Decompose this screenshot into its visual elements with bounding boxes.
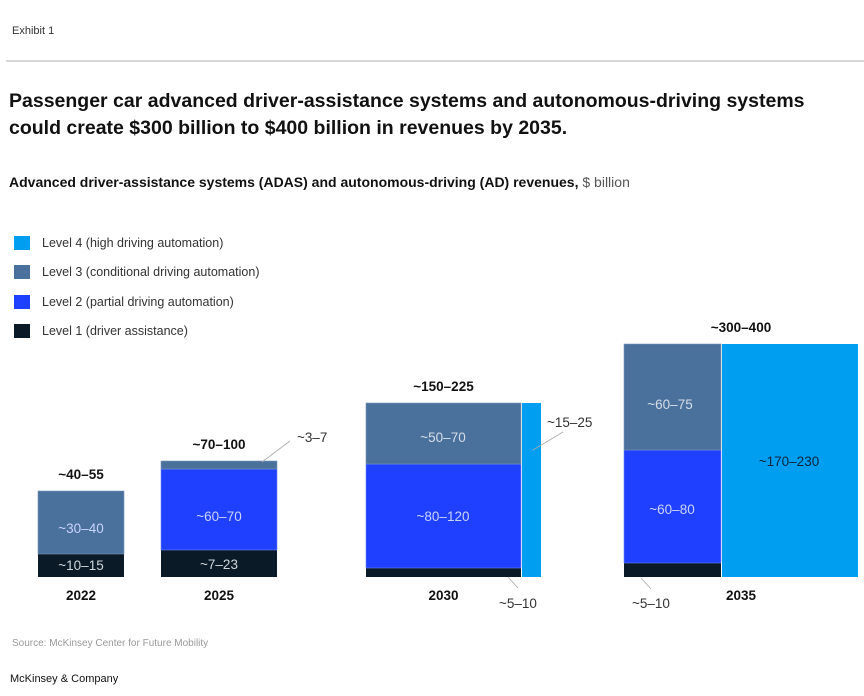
total-label: ~150–225 [413, 379, 474, 394]
legend-item-level3: Level 3 (conditional driving automation) [14, 258, 260, 288]
legend-item-level1: Level 1 (driver assistance) [14, 317, 260, 347]
total-label: ~300–400 [711, 320, 771, 335]
bar-segment-level2 [160, 468, 278, 551]
segment-label: ~3–7 [297, 430, 327, 445]
total-label: ~70–100 [193, 437, 246, 452]
segment-label: ~60–80 [649, 502, 694, 517]
exhibit-label: Exhibit 1 [12, 25, 55, 37]
category-label: 2030 [428, 588, 458, 603]
brand-logo: McKinsey & Company [10, 673, 119, 685]
segment-label: ~60–75 [647, 397, 692, 412]
segment-label: ~170–230 [759, 454, 819, 469]
total-label: ~40–55 [58, 467, 104, 482]
leader-line [532, 431, 564, 451]
bar-segment-level1 [366, 568, 521, 577]
category-label: 2025 [204, 588, 235, 603]
legend-swatch-level3 [14, 265, 30, 280]
segment-label: ~80–120 [417, 509, 470, 524]
chart-subtitle: Advanced driver-assistance systems (ADAS… [9, 174, 630, 190]
category-label: 2022 [66, 588, 96, 603]
segment-label: ~50–70 [420, 430, 465, 445]
legend-label: Level 2 (partial driving automation) [42, 294, 234, 309]
legend-swatch-level2 [14, 294, 30, 309]
legend-label: Level 3 (conditional driving automation) [42, 265, 260, 280]
leader-line [261, 440, 291, 463]
segment-label: ~5–10 [632, 596, 670, 611]
subtitle-text: Advanced driver-assistance systems (ADAS… [9, 174, 579, 190]
bar-segment-level3 [160, 460, 278, 470]
bar-segment-level2 [623, 449, 722, 564]
chart-plot: ~40–55 2022 ~70–100 2025 ~150–225 2030 ~300–40… [37, 320, 858, 611]
segment-label: ~10–15 [58, 558, 103, 573]
legend-item-level4: Level 4 (high driving automation) [14, 228, 260, 258]
bar-segment-level4 [522, 403, 541, 577]
bar-segment-level1 [624, 563, 721, 577]
legend-label: Level 1 (driver assistance) [42, 324, 188, 339]
bar-segment-level3 [37, 490, 125, 555]
segment-label: ~15–25 [547, 415, 592, 430]
header-divider [6, 60, 864, 62]
legend: Level 4 (high driving automation) Level … [14, 228, 260, 346]
leader-line [640, 577, 652, 590]
unit-label: $ billion [582, 174, 630, 190]
legend-item-level2: Level 2 (partial driving automation) [14, 287, 260, 317]
segment-label: ~60–70 [196, 509, 241, 524]
legend-swatch-level4 [14, 235, 30, 250]
segment-label: ~30–40 [58, 521, 103, 536]
bar-segment-level1 [38, 554, 124, 577]
legend-swatch-level1 [14, 324, 30, 339]
leader-line [507, 576, 519, 589]
bar-segment-level1 [161, 550, 277, 577]
segment-label: ~5–10 [499, 596, 537, 611]
legend-label: Level 4 (high driving automation) [42, 235, 224, 250]
category-label: 2035 [726, 588, 757, 603]
bar-segment-level3 [623, 343, 722, 451]
chart-title: Passenger car advanced driver-assistance… [9, 90, 805, 139]
bar-segment-level3 [365, 402, 522, 465]
segment-label: ~7–23 [200, 557, 238, 572]
source-note: Source: McKinsey Center for Future Mobil… [12, 638, 209, 649]
bar-segment-level4 [722, 344, 858, 577]
